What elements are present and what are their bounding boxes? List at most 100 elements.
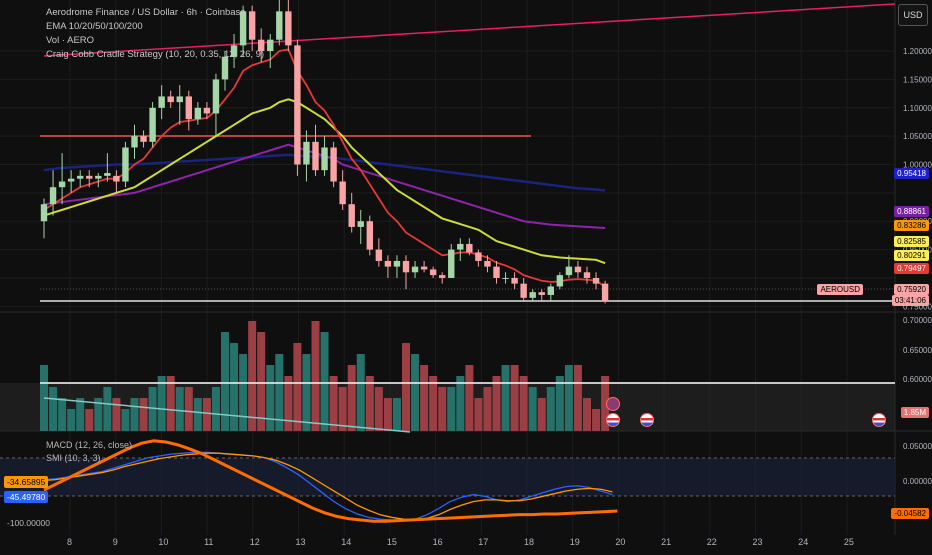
strategy-legend[interactable]: Craig Cobb Cradle Strategy (10, 20, 0.35… (46, 49, 265, 60)
time-axis-label: 14 (341, 537, 351, 547)
smi-band (0, 458, 895, 496)
volume-bar (184, 387, 193, 431)
candle-body (239, 11, 247, 46)
candlesticks (40, 0, 609, 304)
volume-bar (94, 398, 103, 431)
macd-value-tag: -0.04582 (891, 508, 929, 519)
ema50-alt-price-tag: 0.80291 (894, 250, 929, 261)
us-flag-icon[interactable] (640, 413, 654, 427)
volume-bar (311, 321, 320, 431)
volume-bar (130, 398, 139, 431)
symbol-tag: AEROUSD (817, 284, 863, 295)
candle-body (149, 107, 156, 142)
time-axis-label: 18 (524, 537, 534, 547)
candle-body (601, 283, 609, 302)
volume-bar (537, 398, 546, 431)
time-axis-label: 25 (844, 537, 854, 547)
candle-body (384, 260, 392, 267)
candle-body (95, 175, 102, 179)
candle-body (592, 277, 600, 284)
time-axis-label: 21 (661, 537, 671, 547)
time-axis-label: 19 (570, 537, 580, 547)
candle-body (267, 39, 274, 52)
volume-bar (356, 354, 365, 431)
smi-bottom-label: -100.00000 (7, 518, 51, 528)
smi-signal-tag: -34.65895 (4, 476, 49, 488)
candle-body (104, 173, 111, 176)
candle-body (122, 147, 129, 182)
volume-bar (248, 321, 257, 431)
candle-body (203, 107, 211, 114)
time-axis-label: 16 (433, 537, 443, 547)
volume-axis-label: 0.60000 (903, 375, 932, 384)
volume-bar (284, 376, 293, 431)
alert-icon[interactable] (606, 397, 620, 411)
volume-bar (139, 398, 148, 431)
price-axis-label: 0.75000 (903, 302, 932, 311)
trendline (43, 3, 896, 57)
macd-axis-label: 0.00000 (903, 477, 932, 486)
volume-bar (148, 387, 157, 431)
time-axis-label: 15 (387, 537, 397, 547)
us-flag-icon[interactable] (606, 413, 620, 427)
candle-body (303, 141, 310, 165)
volume-bar (519, 376, 528, 431)
volume-bar (166, 376, 175, 431)
candle-body (520, 283, 527, 298)
macd-panel (0, 439, 895, 523)
candle-body (484, 260, 491, 267)
last-price-tag: 0.75920 (894, 284, 929, 295)
volume-bar (320, 332, 329, 431)
volume-bar (266, 365, 275, 431)
candle-body (230, 45, 238, 57)
ema-legend[interactable]: EMA 10/20/50/100/200 (46, 21, 143, 32)
ema10-price-tag: 0.79497 (894, 263, 929, 274)
volume-legend[interactable]: Vol · AERO (46, 35, 95, 46)
volume-bar (429, 376, 438, 431)
us-flag-icon[interactable] (872, 413, 886, 427)
volume-bar (239, 354, 248, 431)
macd-legend[interactable]: MACD (12, 26, close) (46, 440, 133, 450)
time-axis-label: 9 (113, 537, 118, 547)
volume-bar (492, 376, 501, 431)
volume-bar (365, 376, 374, 431)
candle-body (402, 260, 410, 273)
volume-bar (302, 354, 311, 431)
volume-bar (564, 365, 573, 431)
candle-body (583, 272, 591, 278)
volume-bar (103, 387, 112, 431)
time-axis-label: 24 (798, 537, 808, 547)
volume-bar (546, 387, 555, 431)
time-axis-label: 20 (615, 537, 625, 547)
candle-body (466, 243, 473, 253)
volume-bar (76, 398, 85, 431)
candle-body (185, 96, 192, 120)
candle-body (574, 266, 582, 273)
candle-body (366, 221, 373, 250)
currency-button[interactable]: USD (898, 4, 928, 26)
candle-body (167, 96, 174, 103)
candle-body (212, 79, 220, 114)
candle-body (547, 286, 554, 295)
smi-legend[interactable]: SMI (10, 3, 3) (46, 453, 101, 463)
candle-body (420, 266, 428, 270)
indicator-legend: MACD (12, 26, close) SMI (10, 3, 3) (46, 439, 132, 465)
volume-bar (555, 376, 564, 431)
volume-bar (202, 398, 211, 431)
volume-bar (483, 387, 492, 431)
time-axis-label: 11 (204, 537, 213, 547)
candle-body (258, 39, 265, 52)
candle-body (565, 266, 573, 276)
time-axis-label: 10 (158, 537, 168, 547)
volume-bar (338, 387, 347, 431)
price-axis-label: 1.10000 (903, 104, 932, 113)
symbol-title[interactable]: Aerodrome Finance / US Dollar · 6h · Coi… (46, 7, 246, 18)
candle-body (276, 11, 283, 40)
volume-axis-label: 0.65000 (903, 346, 932, 355)
ema50-line (43, 98, 606, 265)
candle-body (140, 136, 147, 142)
candle-body (131, 136, 138, 148)
candle-body (448, 249, 455, 278)
